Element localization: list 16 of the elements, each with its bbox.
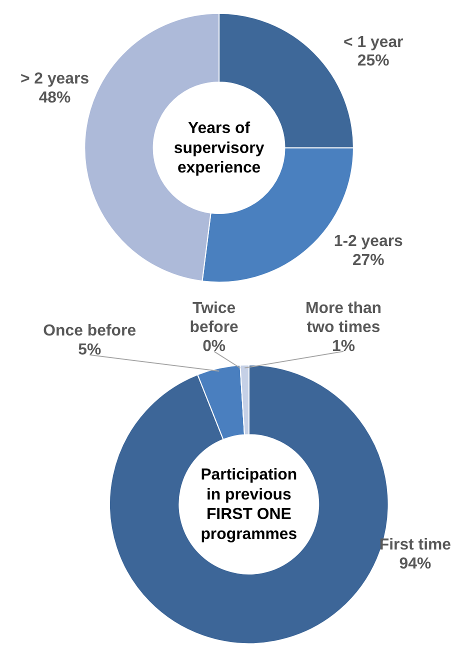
data-label: 94%	[399, 555, 432, 572]
data-label: 1%	[332, 338, 356, 355]
text: 0%	[202, 338, 226, 355]
data-label: 27%	[352, 252, 384, 269]
category-label: Twice before	[190, 300, 238, 336]
slice-label: < 1 year	[343, 34, 404, 51]
data-label: 48%	[38, 90, 71, 107]
data-label: 5%	[78, 341, 102, 358]
data-label: 25%	[357, 52, 390, 70]
text: Participation in previous FIRST ONE programmes	[200, 466, 298, 544]
slice-label: > 2 years	[20, 70, 90, 88]
slice-label: More than two times	[305, 300, 382, 336]
slice-label: Once before	[43, 322, 136, 340]
text: Years of supervisory experience	[174, 120, 264, 177]
slice-label: 1-2 years	[334, 232, 404, 250]
slice-label: First time	[379, 536, 452, 554]
